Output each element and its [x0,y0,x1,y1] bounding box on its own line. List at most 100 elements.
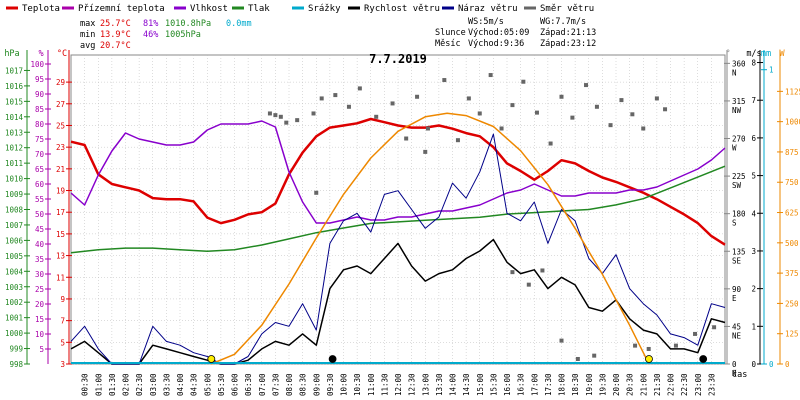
direction-tick-label: 225 [732,172,746,181]
moonrise-marker [328,355,337,363]
moon-label: Měsíc [435,39,461,49]
wind-direction-point [374,114,379,119]
x-tick-label: 18:30 [571,373,580,396]
x-tick-label: 12:00 [394,373,403,396]
markers [207,355,708,363]
celsius-tick-label: 11 [56,273,65,282]
ms-tick-label: 3 [751,247,756,256]
x-tick-label: 01:30 [108,373,117,396]
wind-direction-point [521,79,526,84]
percent-tick-label: 90 [35,90,45,99]
celsius-tick-label: 23 [56,143,65,152]
wind-direction-point [455,138,460,143]
x-tick-label: 07:00 [258,373,267,396]
hpa-tick-label: 1004 [5,267,24,276]
celsius-tick-label: 27 [56,100,65,109]
wind-direction-point [646,346,651,351]
x-tick-label: 15:00 [476,373,485,396]
sunset-marker [645,355,653,363]
celsius-tick-label: 19 [56,187,65,196]
wind-direction-point [319,96,324,101]
percent-tick-label: 5 [39,345,44,354]
percent-tick-label: 65 [35,165,44,174]
plot-background [70,54,726,365]
celsius-axis-unit: °C [57,49,67,59]
celsius-tick-label: 21 [56,165,65,174]
mm-tick-label: 0 [769,360,774,369]
direction-tick-label: 45 [732,322,741,331]
hpa-tick-label: 1016 [5,82,24,91]
percent-axis-unit: % [38,49,43,59]
x-tick-label: 04:30 [190,373,199,396]
x-tick-label: 09:00 [312,373,321,396]
wind-direction-point [559,94,564,99]
sunrise-value: Východ:05:09 [468,28,529,38]
wind-direction-point [594,104,599,109]
percent-tick-label: 35 [35,255,44,264]
wind-gust-info: WG:7.7m/s [540,17,586,27]
wm2-tick-label: 625 [785,209,799,218]
percent-tick-label: 75 [35,135,44,144]
wm2-tick-label: 375 [785,269,799,278]
legend-item: Přízemní teplota [78,4,165,14]
wind-direction-point [641,126,646,131]
x-tick-label: 01:00 [94,373,103,396]
direction-tick-label: 0 [732,360,737,369]
celsius-tick-label: 17 [56,208,65,217]
ms-tick-label: 7 [751,96,756,105]
x-tick-label: 13:30 [435,373,444,396]
hpa-tick-label: 1011 [5,159,23,168]
hpa-axis-unit: hPa [4,49,19,59]
hpa-tick-label: 1000 [5,329,24,338]
percent-tick-label: 25 [35,285,44,294]
x-tick-label: 16:00 [503,373,512,396]
x-tick-label: 10:00 [340,373,349,396]
direction-tick-label: 315 [732,97,746,106]
wind-direction-point [404,136,409,141]
hpa-tick-label: 1009 [5,190,23,199]
wind-direction-point [425,126,430,131]
direction-compass-label: S [732,219,737,228]
wm2-axis-unit: W [779,49,785,59]
celsius-tick-label: 5 [60,338,65,347]
hpa-tick-label: 1012 [5,144,23,153]
series-line-vlhkost [70,120,726,224]
x-axis-label: čas [732,369,747,380]
wind-direction-point [499,126,504,131]
x-tick-label: 00:30 [81,373,90,396]
wind-direction-point [333,93,338,98]
hpa-tick-label: 999 [9,345,23,354]
wind-direction-point [423,149,428,154]
wind-direction-point [278,114,283,119]
percent-tick-label: 15 [35,315,44,324]
x-tick-label: 12:30 [408,373,417,396]
ms-tick-label: 6 [751,134,756,143]
ms-tick-label: 4 [751,209,756,218]
x-tick-label: 19:30 [598,373,607,396]
wind-direction-point [673,343,678,348]
series-line-tlak [70,165,726,254]
direction-axis-unit: ° [725,49,730,59]
wind-direction-point [619,98,624,103]
x-tick-label: 03:30 [162,373,171,396]
wind-direction-point [273,113,278,118]
direction-compass-label: NE [732,331,742,340]
ms-tick-label: 8 [751,59,756,68]
sunrise-marker [207,355,216,363]
ms-axis-unit: m/s [746,49,761,59]
direction-compass-label: NW [732,106,742,115]
x-tick-label: 17:00 [530,373,539,396]
wind-direction-point [548,141,553,146]
hpa-tick-label: 1003 [5,283,23,292]
ms-tick-label: 2 [751,285,756,294]
wind-speed-info: WS:5m/s [468,17,504,27]
hpa-tick-label: 1002 [5,298,23,307]
celsius-tick-label: 7 [60,317,65,326]
celsius-tick-label: 3 [60,360,65,369]
percent-tick-label: 100 [30,60,44,69]
wind-direction-point [267,111,272,116]
wind-direction-point [415,94,420,99]
wind-direction-point [314,190,319,195]
x-tick-label: 21:00 [639,373,648,396]
wind-direction-point [510,270,515,275]
